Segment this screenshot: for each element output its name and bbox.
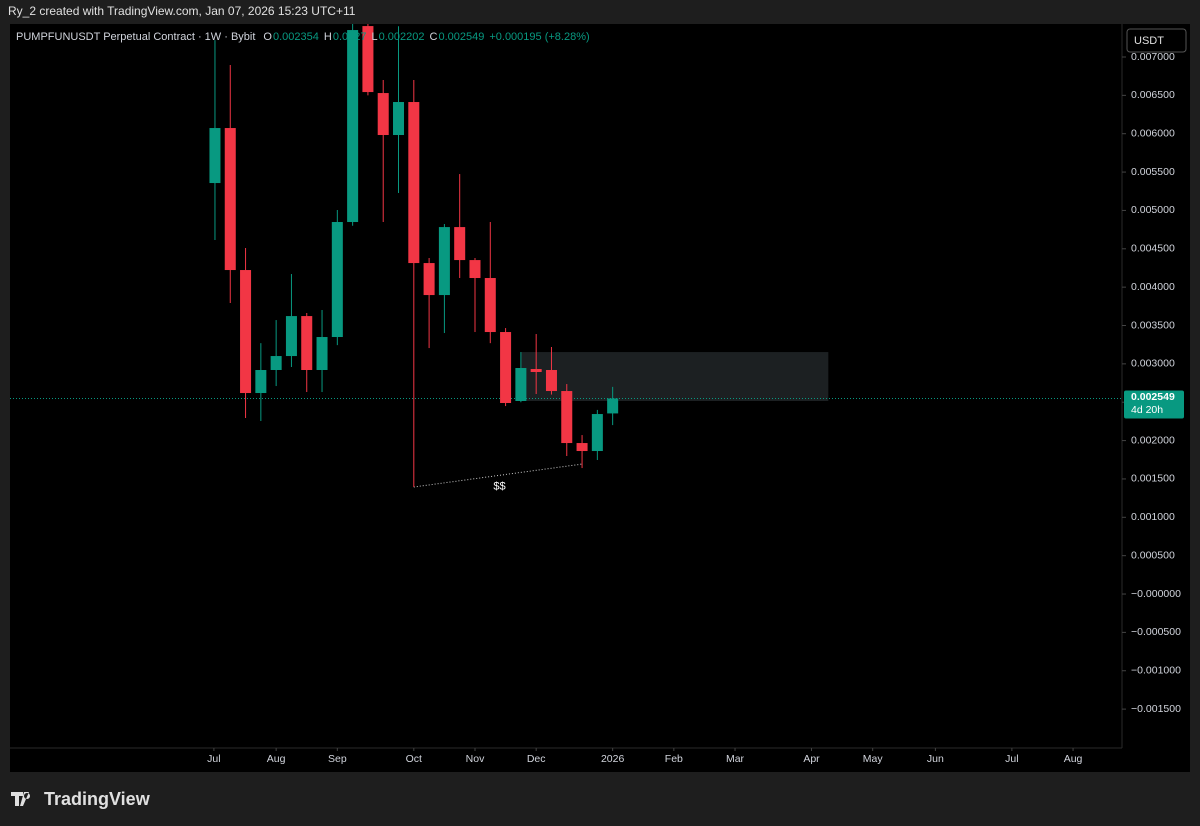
x-tick-label: Apr	[803, 753, 820, 765]
y-tick-label: 0.006000	[1131, 127, 1175, 139]
y-tick-label: 0.004500	[1131, 243, 1175, 255]
readout-key: H	[324, 31, 332, 43]
candle-body	[408, 102, 420, 264]
readout-key: L	[371, 31, 377, 43]
candle-body	[362, 26, 374, 93]
y-tick-label: 0.005000	[1131, 204, 1175, 216]
y-tick-label: 0.005500	[1131, 166, 1175, 178]
candle-body	[438, 227, 450, 296]
y-tick-label: 0.007000	[1131, 51, 1175, 63]
logo: TradingView	[11, 789, 151, 809]
x-tick-label: Mar	[726, 753, 745, 765]
readout-value: 0.0027	[333, 31, 367, 43]
liquidity-line	[413, 463, 583, 488]
logo-text: TradingView	[44, 789, 151, 809]
last-price-label: 0.002549	[1131, 391, 1175, 403]
x-tick-label: Jun	[927, 753, 944, 765]
y-tick-label: 0.001500	[1131, 473, 1175, 485]
candle-body	[469, 260, 481, 279]
y-tick-label: −0.001000	[1131, 665, 1181, 677]
y-tick-label: 0.003000	[1131, 358, 1175, 370]
readout-value: 0.002202	[379, 31, 425, 43]
y-tick-label: −0.001500	[1131, 703, 1181, 715]
liquidity-label: $$	[493, 481, 505, 493]
readout-value: 0.002549	[438, 31, 484, 43]
x-tick-label: Oct	[406, 753, 422, 765]
currency-label[interactable]: USDT	[1134, 35, 1164, 47]
candle-body	[576, 443, 588, 452]
x-tick-label: Aug	[1064, 753, 1083, 765]
candle-body	[500, 332, 512, 403]
last-price-badge	[1124, 390, 1184, 419]
candle-body	[301, 316, 313, 371]
candle-body	[209, 128, 221, 184]
currency-button[interactable]	[1126, 28, 1187, 53]
candle-body	[561, 391, 573, 444]
y-tick-label: 0.001000	[1131, 511, 1175, 523]
readout-key: O	[263, 31, 272, 43]
ohlc-readout: O 0.002354 H 0.0027 L 0.002202 C 0.002549 +0.000…	[263, 31, 589, 43]
x-tick-label: Dec	[527, 753, 546, 765]
x-tick-label: Aug	[267, 753, 286, 765]
y-tick-label: 0.004000	[1131, 281, 1175, 293]
candle-body	[347, 30, 359, 223]
candle-body	[331, 222, 343, 338]
candle-body	[545, 370, 557, 392]
candle-body	[607, 398, 619, 414]
x-tick-label: Jul	[207, 753, 220, 765]
candle-body	[270, 356, 282, 371]
candle-body	[423, 263, 435, 296]
y-tick-label: 0.006500	[1131, 89, 1175, 101]
candle-body	[515, 368, 527, 401]
candle-body	[224, 128, 236, 271]
readout-change: +0.000195 (+8.28%)	[489, 31, 589, 43]
candle-body	[530, 369, 542, 372]
x-tick-label: May	[863, 753, 884, 765]
x-tick-label: Feb	[665, 753, 683, 765]
logo-icon	[11, 792, 31, 806]
y-tick-label: −0.000500	[1131, 626, 1181, 638]
candle-body	[377, 93, 389, 136]
candle-body	[255, 370, 267, 394]
y-tick-label: 0.003500	[1131, 319, 1175, 331]
candle-body	[285, 316, 297, 357]
chart-title: PUMPFUNUSDT Perpetual Contract · 1W · By…	[16, 31, 255, 43]
readout-key: C	[430, 31, 438, 43]
attribution: Ry_2 created with TradingView.com, Jan 0…	[8, 4, 356, 18]
candle-body	[591, 414, 603, 452]
x-tick-label: Jul	[1005, 753, 1018, 765]
candle-body	[240, 270, 252, 394]
x-tick-label: Sep	[328, 753, 347, 765]
candle-body	[393, 102, 405, 136]
y-tick-label: 0.002000	[1131, 434, 1175, 446]
candle-body	[454, 227, 466, 261]
plot-area: $$	[10, 24, 1122, 493]
countdown: 4d 20h	[1131, 404, 1163, 416]
x-tick-label: 2026	[601, 753, 625, 765]
readout-value: 0.002354	[273, 31, 319, 43]
y-tick-label: −0.000000	[1131, 588, 1181, 600]
candle-body	[316, 337, 328, 371]
candle-body	[484, 278, 496, 333]
y-tick-label: 0.000500	[1131, 549, 1175, 561]
x-tick-label: Nov	[466, 753, 485, 765]
